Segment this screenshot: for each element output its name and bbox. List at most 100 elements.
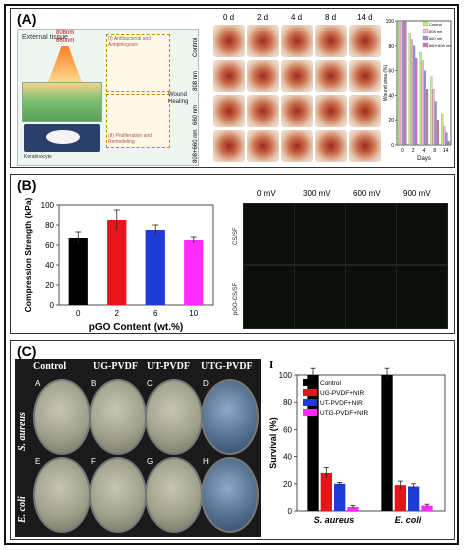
compression-strength-chart: 0 20 40 60 80 100 0 2 6 10 pGO Content (wt.%) Compr… xyxy=(23,197,214,333)
y-tick-label: 0 xyxy=(288,507,293,516)
voltage-label-2: 600 mV xyxy=(353,189,381,198)
wavelength-808-label: 808nm xyxy=(56,30,75,36)
stage-1-label: (I) Antibacterial and Antiphlogosis xyxy=(108,36,152,48)
bar xyxy=(441,113,444,146)
legend-label: UTG-PVDF+NIR xyxy=(320,410,369,417)
y-tick-label: 100 xyxy=(279,371,293,380)
legend-swatch xyxy=(422,42,429,48)
wound-photo xyxy=(315,60,347,92)
agar-plate xyxy=(33,379,91,455)
stage-1-box: (I) Antibacterial and Antiphlogosis xyxy=(106,34,170,92)
bar xyxy=(447,141,450,146)
legend-swatch xyxy=(422,28,429,34)
legend-label: 808 nm xyxy=(429,29,443,34)
plot-area xyxy=(58,204,214,306)
wound-photo xyxy=(247,25,279,57)
bar xyxy=(394,485,406,511)
x-tick-label: 6 xyxy=(153,309,158,318)
bar xyxy=(434,101,437,146)
y-tick-label: 20 xyxy=(283,480,292,489)
survival-chart: 0 20 40 60 80 100 S. aureus E. coli Survival (%)… xyxy=(268,367,446,525)
bar xyxy=(400,20,403,146)
laser-beam xyxy=(48,46,82,82)
wound-photo xyxy=(349,60,381,92)
wavelength-660-label: 660nm xyxy=(56,38,75,44)
plate-letter-d: D xyxy=(203,379,209,388)
y-tick-label: 20 xyxy=(45,281,54,290)
x-tick-label: 0 xyxy=(401,148,404,154)
row-label-combo: 808+660 nm xyxy=(193,129,199,163)
bar xyxy=(443,126,446,146)
x-tick-label: 8 xyxy=(433,148,436,154)
row-label-s-aureus: S. aureus xyxy=(17,412,28,451)
bar xyxy=(381,375,393,511)
bar xyxy=(307,375,319,511)
bar xyxy=(445,132,448,146)
x-tick-label: S. aureus xyxy=(314,515,355,525)
fluorescence-image xyxy=(396,203,448,265)
wound-photo xyxy=(281,60,313,92)
plate-letter-c: C xyxy=(147,379,153,388)
y-tick-label: 60 xyxy=(283,425,292,434)
bar xyxy=(436,120,439,146)
plot-area xyxy=(296,374,446,512)
wound-photo xyxy=(213,60,245,92)
plate-letter-h: H xyxy=(203,457,209,466)
agar-plate-grid: Control UG-PVDF UT-PVDF UTG-PVDF S. aure… xyxy=(15,359,261,537)
fluorescence-image xyxy=(345,265,397,329)
stage-2-label: (II) Proliferation and Remodeling xyxy=(108,133,152,145)
row-label-e-coli: E. coli xyxy=(17,496,28,523)
mouse-photo xyxy=(24,124,100,152)
col-label-ug: UG-PVDF xyxy=(93,361,138,372)
healing-schematic: External tissue 808nm 660nm (I) Antibact… xyxy=(17,29,199,166)
legend-label: 660 nm xyxy=(429,36,443,41)
y-tick-label: 100 xyxy=(386,19,395,25)
bar xyxy=(421,60,424,146)
col-label-utg: UTG-PVDF xyxy=(201,361,253,372)
wound-photo xyxy=(315,25,347,57)
agar-plate xyxy=(89,379,147,455)
x-tick-label: E. coli xyxy=(395,515,422,525)
bar xyxy=(107,220,127,305)
bar xyxy=(430,76,433,146)
y-tick-label: 60 xyxy=(388,69,394,75)
x-tick-label: 10 xyxy=(189,309,198,318)
day-label-4: 14 d xyxy=(357,13,373,22)
panel-a: (A) External tissue 808nm 660nm (I) Anti… xyxy=(10,8,455,168)
wound-photo xyxy=(281,130,313,162)
day-label-0: 0 d xyxy=(223,13,235,22)
bar xyxy=(404,20,407,146)
bar xyxy=(426,89,429,146)
wound-photo xyxy=(213,130,245,162)
col-label-ut: UT-PVDF xyxy=(147,361,190,372)
skin-layer xyxy=(22,82,102,122)
fluorescence-image xyxy=(294,265,346,329)
chart-corner-label: I xyxy=(269,359,274,371)
bar xyxy=(415,58,418,146)
bar xyxy=(347,506,359,511)
bar xyxy=(320,472,332,511)
fluorescence-grid: 0 mV 300 mV 600 mV 900 mV CS/SF pGO-CS/S… xyxy=(233,185,451,331)
row-label-660: 660 nm xyxy=(193,104,199,125)
wound-photo xyxy=(315,130,347,162)
legend-label: UG-PVDF+NIR xyxy=(320,390,365,397)
wound-photo xyxy=(213,25,245,57)
y-axis-label: Survival (%) xyxy=(268,417,278,469)
day-label-2: 4 d xyxy=(291,13,303,22)
panel-b: (B) 0 20 40 60 80 100 0 2 6 10 pGO Content (wt.%) C… xyxy=(10,174,455,334)
wound-photo xyxy=(349,25,381,57)
agar-plate xyxy=(201,379,259,455)
agar-plate xyxy=(145,457,203,533)
y-tick-label: 0 xyxy=(391,143,394,149)
bar xyxy=(423,70,426,146)
wound-photo xyxy=(349,95,381,127)
fluorescence-image xyxy=(243,265,295,329)
row-label-808: 808 nm xyxy=(193,70,199,91)
bar xyxy=(421,505,433,511)
wound-photo xyxy=(247,130,279,162)
voltage-label-0: 0 mV xyxy=(257,189,276,198)
fluorescence-image xyxy=(294,203,346,265)
bar xyxy=(397,20,401,146)
plate-letter-b: B xyxy=(91,379,97,388)
y-tick-label: 40 xyxy=(388,93,394,99)
